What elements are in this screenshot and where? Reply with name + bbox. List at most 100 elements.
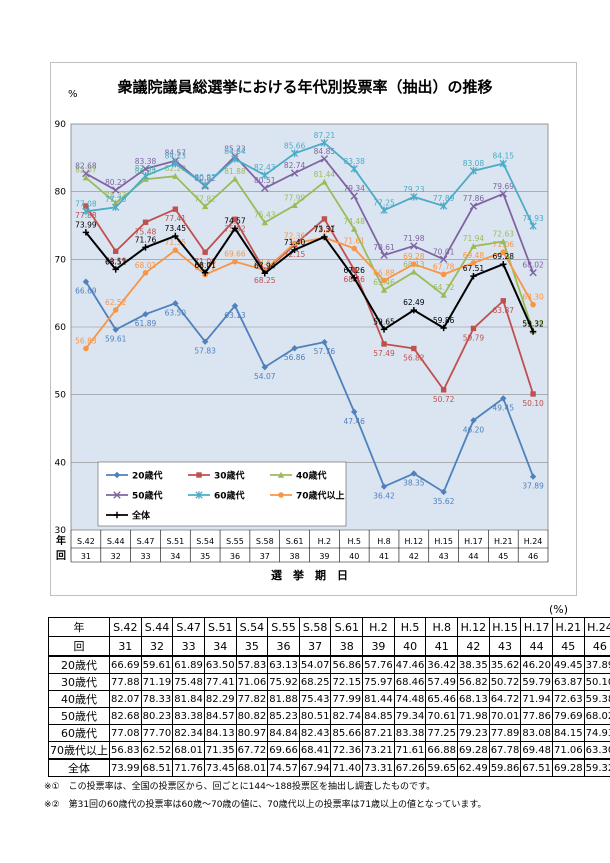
data-label-60s: 83.08 bbox=[463, 159, 485, 168]
table-cell: 82.74 bbox=[330, 707, 364, 725]
data-label-30s: 63.87 bbox=[493, 306, 515, 315]
table-header-round: 38 bbox=[330, 636, 364, 657]
data-point-30s bbox=[172, 206, 179, 212]
data-label-total: 69.28 bbox=[493, 252, 515, 261]
data-label-20s: 57.83 bbox=[194, 347, 216, 356]
data-label-50s: 82.74 bbox=[284, 161, 306, 170]
data-label-30s: 75.48 bbox=[135, 227, 157, 236]
data-label-20s: 63.13 bbox=[224, 311, 246, 320]
data-label-50s: 71.98 bbox=[403, 234, 425, 243]
x-round-label: 32 bbox=[111, 552, 121, 561]
table-cell: 75.97 bbox=[362, 673, 395, 691]
table-cell: 84.57 bbox=[203, 707, 237, 725]
data-label-70s-plus: 62.52 bbox=[105, 298, 127, 307]
data-point-total bbox=[201, 269, 209, 276]
table-header-label: 年 bbox=[48, 617, 110, 637]
table-cell: 74.93 bbox=[583, 724, 610, 742]
table-cell: 50.72 bbox=[488, 673, 522, 691]
data-point-60s bbox=[82, 207, 90, 216]
data-label-40s: 71.94 bbox=[463, 234, 485, 243]
data-label-total: 71.40 bbox=[284, 238, 306, 247]
data-label-50s: 84.85 bbox=[314, 147, 336, 156]
table-cell: 63.50 bbox=[203, 655, 237, 674]
table-cell: 63.87 bbox=[551, 673, 585, 691]
table-cell: 80.82 bbox=[235, 707, 269, 725]
data-point-total bbox=[351, 274, 358, 282]
table-cell: 73.21 bbox=[362, 741, 395, 760]
data-point-20s bbox=[529, 473, 537, 480]
data-label-40s: 78.33 bbox=[105, 191, 127, 200]
data-label-30s: 56.82 bbox=[403, 354, 425, 363]
data-point-40s bbox=[201, 203, 209, 210]
table-cell: 71.19 bbox=[140, 673, 174, 691]
table-cell: 72.36 bbox=[330, 741, 364, 760]
data-point-total bbox=[500, 261, 507, 268]
table-cell: 83.38 bbox=[172, 707, 205, 725]
x-tick-label: H.5 bbox=[347, 537, 361, 546]
data-point-60s bbox=[439, 202, 448, 210]
table-header-era: H.8 bbox=[425, 617, 459, 637]
data-label-20s: 36.42 bbox=[373, 492, 395, 501]
table-cell: 69.28 bbox=[457, 741, 490, 760]
table-cell: 82.68 bbox=[109, 707, 142, 725]
table-header-era: S.47 bbox=[172, 617, 205, 637]
table-header-round: 34 bbox=[203, 636, 237, 657]
x-round-label: 35 bbox=[200, 552, 210, 561]
data-label-total: 59.32 bbox=[522, 320, 544, 329]
data-label-20s: 46.20 bbox=[463, 425, 485, 434]
table-cell: 80.51 bbox=[298, 707, 332, 725]
data-label-50s: 82.68 bbox=[75, 162, 97, 171]
table-cell: 69.66 bbox=[267, 741, 300, 760]
table-header-round: 40 bbox=[393, 636, 427, 657]
data-point-60s bbox=[410, 193, 418, 201]
data-label-50s: 80.23 bbox=[105, 178, 127, 187]
table-cell: 82.07 bbox=[109, 690, 142, 708]
data-label-total: 68.51 bbox=[105, 257, 127, 266]
data-label-70s-plus: 56.83 bbox=[75, 336, 97, 345]
table-cell: 68.41 bbox=[298, 741, 332, 760]
data-point-70s-plus bbox=[232, 258, 238, 265]
table-cell: 81.84 bbox=[172, 690, 205, 708]
data-label-70s-plus: 71.61 bbox=[343, 236, 365, 245]
data-label-total: 73.99 bbox=[75, 220, 97, 229]
x-axis-era-label: 年 bbox=[56, 534, 66, 547]
data-label-total: 67.26 bbox=[343, 266, 365, 275]
chart-title: 衆議院議員総選挙における年代別投票率（抽出）の推移 bbox=[117, 78, 492, 96]
data-label-total: 73.45 bbox=[165, 224, 187, 233]
table-cell: 74.57 bbox=[267, 758, 300, 777]
table-cell: 77.08 bbox=[109, 724, 142, 742]
table-header-round: 39 bbox=[362, 636, 395, 657]
x-round-label: 39 bbox=[319, 552, 329, 561]
data-point-50s bbox=[261, 184, 269, 192]
data-point-20s bbox=[201, 338, 209, 345]
table-cell: 68.46 bbox=[393, 673, 427, 691]
data-point-50s bbox=[82, 169, 90, 178]
data-point-50s bbox=[380, 251, 388, 259]
data-label-30s: 57.49 bbox=[373, 349, 395, 358]
data-point-60s bbox=[231, 155, 239, 163]
table-cell: 77.70 bbox=[140, 724, 174, 742]
table-header-era: S.51 bbox=[203, 617, 237, 637]
x-tick-label: S.58 bbox=[256, 537, 274, 546]
table-cell: 62.49 bbox=[457, 758, 490, 777]
data-label-70s-plus: 71.06 bbox=[493, 240, 515, 249]
data-point-60s bbox=[350, 165, 358, 173]
legend-marker-50s bbox=[113, 491, 121, 499]
note-1: ※① この投票率は、全国の投票区から、回ごとに144～188投票区を抽出し調査し… bbox=[44, 782, 436, 792]
data-label-70s-plus: 69.28 bbox=[403, 252, 425, 261]
table-cell: 66.69 bbox=[109, 655, 142, 674]
table-header-round: 37 bbox=[298, 636, 332, 657]
y-tick-label: 30 bbox=[55, 526, 67, 536]
data-point-30s bbox=[381, 341, 387, 347]
table-header-round: 42 bbox=[457, 636, 490, 657]
data-label-70s-plus: 72.36 bbox=[284, 231, 306, 240]
data-label-total: 68.01 bbox=[194, 261, 216, 270]
note-2: ※② 第31回の60歳代の投票率は60歳～70歳の値に、70歳代以上の投票率は7… bbox=[44, 800, 487, 810]
data-point-total bbox=[112, 266, 119, 273]
table-row-label: 50歳代 bbox=[48, 707, 110, 725]
data-point-30s bbox=[500, 298, 506, 304]
legend-marker-40s bbox=[277, 471, 285, 478]
data-point-total bbox=[231, 225, 239, 232]
data-point-40s bbox=[351, 225, 358, 232]
data-label-20s: 59.61 bbox=[105, 335, 127, 344]
